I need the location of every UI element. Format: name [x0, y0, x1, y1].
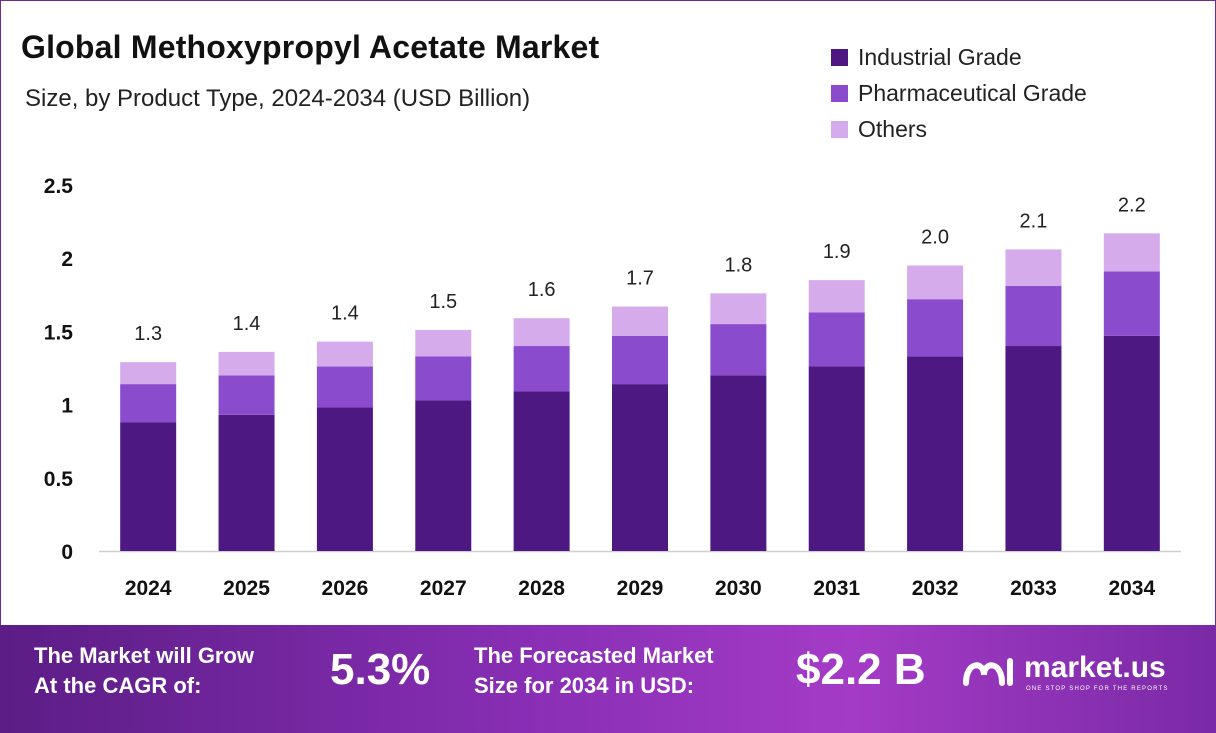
x-tick-label: 2025: [223, 577, 270, 600]
bar-segment-others: [710, 293, 767, 325]
x-tick-label: 2029: [617, 577, 664, 600]
chart-subtitle: Size, by Product Type, 2024-2034 (USD Bi…: [25, 85, 531, 112]
y-tick-label: 0.5: [44, 468, 74, 491]
forecast-caption-line1: The Forecasted Market: [474, 643, 714, 668]
brand-tagline: ONE STOP SHOP FOR THE REPORTS: [1026, 686, 1169, 692]
bar-segment-others: [808, 280, 865, 313]
forecast-caption-line2: Size for 2034 in USD:: [474, 673, 695, 698]
y-tick-label: 2: [61, 248, 73, 271]
legend-item-pharmaceutical: Pharmaceutical Grade: [831, 75, 1087, 111]
bar-segment-pharmaceutical-grade: [612, 335, 668, 385]
bar-total-label: 1.4: [233, 313, 261, 335]
x-tick-label: 2024: [125, 577, 172, 600]
footer-banner: The Market will Grow At the CAGR of: 5.3…: [0, 625, 1216, 733]
x-tick-label: 2033: [1010, 577, 1057, 600]
x-tick-label: 2026: [322, 577, 369, 600]
bar-segment-industrial-grade: [513, 391, 570, 551]
legend-label-industrial: Industrial Grade: [858, 43, 1022, 70]
bar-segment-others: [907, 265, 964, 300]
bar-segment-industrial-grade: [710, 375, 767, 551]
bar-total-label: 1.3: [134, 323, 162, 345]
y-tick-label: 2.5: [44, 175, 74, 198]
bar-segment-pharmaceutical-grade: [710, 324, 767, 376]
bar-segment-others: [415, 329, 472, 357]
x-tick-label: 2030: [715, 577, 762, 600]
bar-segment-others: [612, 306, 668, 336]
bar-segment-industrial-grade: [316, 407, 373, 551]
bar-segment-pharmaceutical-grade: [316, 366, 373, 408]
legend-swatch-others: [831, 120, 848, 138]
cagr-caption: The Market will Grow At the CAGR of:: [34, 641, 254, 701]
x-tick-label: 2027: [420, 577, 467, 600]
bar-segment-pharmaceutical-grade: [1103, 271, 1160, 336]
bar-segment-industrial-grade: [415, 400, 472, 551]
bar-segment-pharmaceutical-grade: [808, 312, 865, 367]
cagr-caption-line2: At the CAGR of:: [34, 673, 202, 698]
x-tick-label: 2031: [813, 577, 860, 600]
y-tick-label: 1.5: [44, 321, 74, 344]
bar-segment-industrial-grade: [1103, 335, 1160, 551]
bar-total-label: 1.7: [626, 268, 654, 290]
bar-segment-others: [513, 318, 570, 347]
brand-name: market.us: [1024, 651, 1166, 684]
forecast-value: $2.2 B: [796, 645, 926, 694]
bar-total-label: 2.2: [1118, 194, 1146, 216]
legend-swatch-industrial: [831, 48, 848, 66]
bar-total-label: 1.5: [429, 291, 457, 313]
bar-segment-industrial-grade: [218, 414, 275, 551]
legend-item-industrial: Industrial Grade: [831, 39, 1087, 75]
bar-segment-industrial-grade: [907, 356, 964, 551]
bar-total-label: 1.4: [331, 303, 359, 325]
bar-total-label: 2.0: [921, 227, 949, 249]
cagr-value: 5.3%: [330, 645, 431, 694]
bar-chart: 0 0.5 1 1.5 2 2.5 1.3 2024 1.4 2025 1.4 2026 1.5 2027…: [44, 175, 1181, 600]
forecast-caption: The Forecasted Market Size for 2034 in U…: [474, 641, 714, 701]
cagr-caption-line1: The Market will Grow: [34, 643, 255, 668]
bar-segment-industrial-grade: [808, 366, 865, 551]
chart-title: Global Methoxypropyl Acetate Market: [21, 29, 600, 65]
legend-label-others: Others: [858, 115, 928, 142]
bar-segment-pharmaceutical-grade: [218, 375, 275, 415]
bar-total-label: 2.1: [1020, 210, 1048, 232]
bar-segment-others: [120, 362, 177, 385]
bar-segment-industrial-grade: [120, 422, 177, 551]
bar-total-label: 1.6: [528, 279, 556, 301]
bar-segment-industrial-grade: [612, 384, 668, 551]
legend: Industrial Grade Pharmaceutical Grade Ot…: [831, 39, 1087, 147]
y-tick-label: 0: [61, 541, 73, 564]
bar-total-label: 1.9: [823, 241, 851, 263]
legend-label-pharmaceutical: Pharmaceutical Grade: [858, 79, 1087, 106]
bar-segment-pharmaceutical-grade: [1005, 286, 1062, 347]
market-us-logo-icon: [963, 658, 1013, 686]
bar-segment-others: [1005, 249, 1062, 287]
bar-segment-pharmaceutical-grade: [513, 346, 570, 392]
x-tick-label: 2028: [518, 577, 565, 600]
x-tick-label: 2034: [1108, 577, 1155, 600]
bar-segment-pharmaceutical-grade: [120, 384, 177, 423]
x-tick-label: 2032: [912, 577, 959, 600]
bar-segment-industrial-grade: [1005, 346, 1062, 551]
y-tick-label: 1: [61, 395, 73, 418]
bar-segment-others: [1103, 233, 1160, 272]
bar-segment-pharmaceutical-grade: [907, 299, 964, 357]
bar-segment-others: [218, 351, 275, 376]
bar-segment-others: [316, 341, 373, 367]
bar-total-label: 1.8: [724, 254, 752, 276]
legend-swatch-pharmaceutical: [831, 84, 848, 102]
bar-segment-pharmaceutical-grade: [415, 356, 472, 401]
legend-item-others: Others: [831, 111, 1087, 147]
